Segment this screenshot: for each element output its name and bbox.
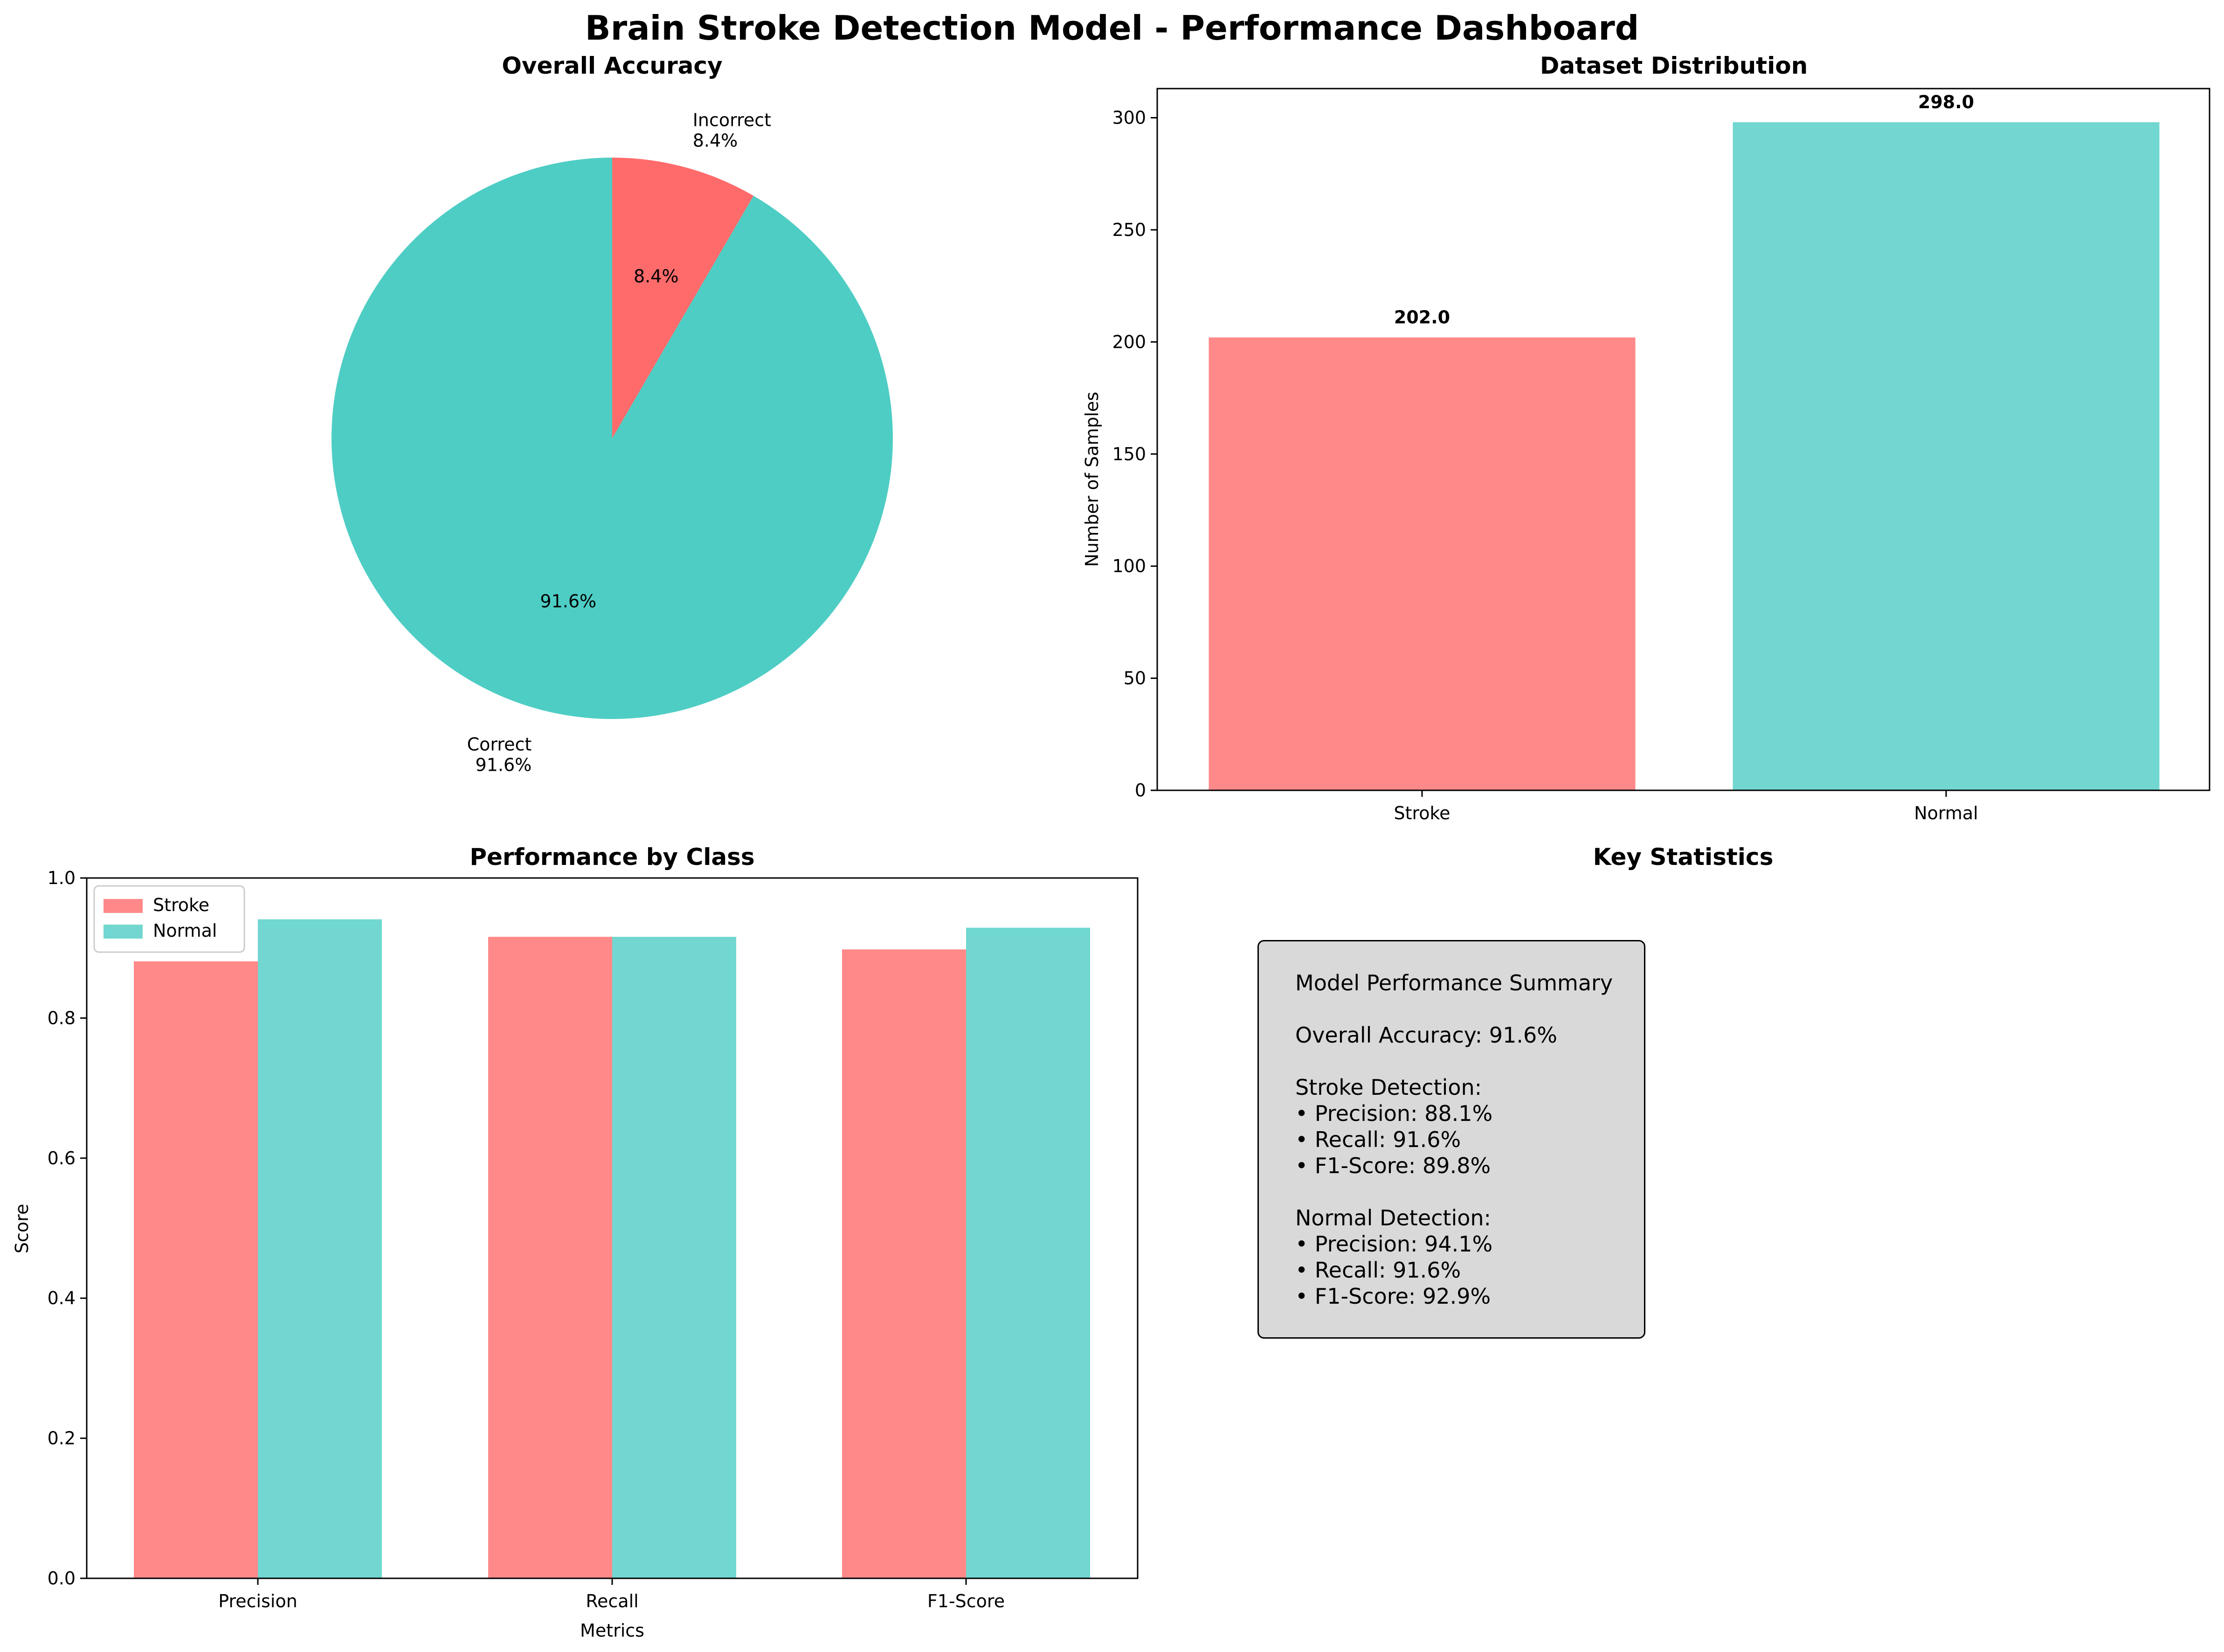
perf-x-tick-label: F1-Score: [927, 1591, 1005, 1611]
dist-plot-frame: [1156, 88, 2210, 791]
pie-slice-correct: [332, 158, 893, 719]
perf-y-tick-label: 0.0: [48, 1568, 76, 1589]
key-statistics-line: Overall Accuracy: 91.6%: [1295, 1023, 1557, 1048]
key-statistics-text: Model Performance Summary Overall Accurac…: [1295, 970, 1613, 1309]
perf-x-tick-label: Precision: [218, 1591, 297, 1611]
dist-y-tick-label: 100: [1112, 556, 1146, 576]
perf-legend-label-normal: Normal: [153, 920, 217, 941]
key-statistics-line: [1295, 996, 1613, 1022]
key-statistics-title: Key Statistics: [1593, 843, 1774, 871]
perf-legend-swatch-stroke: [104, 899, 143, 913]
dist-bar-stroke: [1209, 337, 1636, 790]
perf-y-tick-label: 0.4: [48, 1288, 76, 1308]
perf-bar-stroke-f1-score: [842, 949, 966, 1578]
key-statistics-line: • F1-Score: 89.8%: [1295, 1153, 1491, 1178]
dist-y-tick-label: 200: [1112, 332, 1146, 352]
key-statistics-line: [1295, 1048, 1613, 1074]
key-statistics-line: • Recall: 91.6%: [1295, 1127, 1461, 1152]
dist-bar-normal: [1733, 122, 2160, 790]
dist-x-tick-label: Normal: [1914, 803, 1978, 823]
key-statistics-line: Normal Detection:: [1295, 1205, 1492, 1230]
perf-plot-frame: [86, 877, 1139, 1579]
dist-y-tick-label: 250: [1112, 220, 1146, 240]
pie-pct-label-incorrect: 8.4%: [634, 266, 679, 286]
perf-legend-label-stroke: Stroke: [153, 895, 209, 915]
perf-title: Performance by Class: [470, 843, 754, 871]
perf-x-tick-label: Recall: [586, 1591, 638, 1611]
perf-y-tick-label: 1.0: [48, 868, 76, 888]
pie-slice-incorrect: [612, 158, 754, 438]
key-statistics-line: • Recall: 91.6%: [1295, 1258, 1461, 1283]
bar-chart-dataset-distribution: Dataset Distribution Number of Samples 0…: [1082, 52, 2210, 823]
pie-outer-label-incorrect: Incorrect 8.4%: [693, 110, 771, 151]
dist-y-tick-label: 0: [1135, 780, 1146, 801]
perf-bar-stroke-recall: [488, 937, 612, 1578]
dashboard-title: Brain Stroke Detection Model - Performan…: [585, 8, 1639, 48]
dist-title: Dataset Distribution: [1540, 52, 1808, 79]
perf-bar-normal-f1-score: [966, 927, 1090, 1578]
pie-title: Overall Accuracy: [502, 52, 722, 79]
perf-bar-normal-recall: [612, 937, 736, 1578]
perf-y-tick-label: 0.8: [48, 1008, 76, 1028]
key-statistics-box: [1257, 940, 1645, 1339]
dist-y-axis-label: Number of Samples: [1082, 392, 1102, 567]
key-statistics-line: Stroke Detection:: [1295, 1075, 1482, 1100]
pie-outer-label-correct: Correct 91.6%: [467, 734, 532, 775]
dist-y-tick-label: 150: [1112, 444, 1146, 464]
dist-y-tick-label: 50: [1124, 668, 1146, 689]
perf-y-tick-label: 0.2: [48, 1428, 76, 1449]
bar-chart-performance-by-class: Performance by Class Metrics Score 0.0 0.…: [12, 843, 1139, 1641]
dist-bar-value-label: 202.0: [1394, 307, 1450, 328]
perf-legend: Stroke Normal: [93, 885, 245, 953]
pie-chart-overall-accuracy: Overall Accuracy 8.4% Incorrect 8.4% 91.6% C…: [332, 52, 893, 775]
dist-bar-value-label: 298.0: [1918, 92, 1974, 112]
perf-bar-stroke-precision: [134, 961, 258, 1578]
perf-x-axis-label: Metrics: [580, 1620, 644, 1641]
perf-bar-normal-precision: [258, 919, 382, 1578]
key-statistics-line: • F1-Score: 92.9%: [1295, 1284, 1491, 1309]
pie-pct-label-correct: 91.6%: [540, 591, 596, 612]
dist-x-tick-label: Stroke: [1394, 803, 1450, 823]
perf-y-axis-label: Score: [12, 1204, 32, 1253]
perf-y-tick-label: 0.6: [48, 1148, 76, 1168]
dist-y-tick-label: 300: [1112, 108, 1146, 128]
key-statistics-line: • Precision: 88.1%: [1295, 1101, 1493, 1126]
key-statistics-line: • Precision: 94.1%: [1295, 1231, 1493, 1257]
perf-legend-swatch-normal: [104, 925, 143, 939]
key-statistics-line: [1295, 1179, 1613, 1205]
key-statistics-line: Model Performance Summary: [1295, 970, 1613, 995]
